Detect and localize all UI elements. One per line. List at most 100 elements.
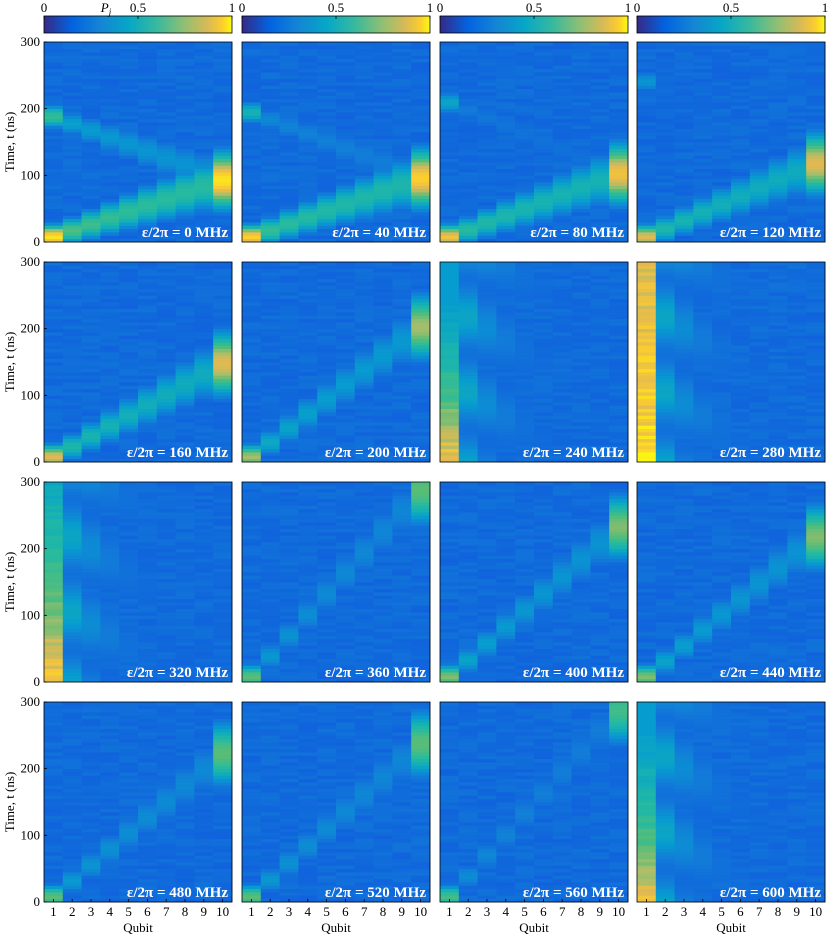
heatmap-cell [138, 335, 158, 340]
heatmap-cell [552, 105, 572, 110]
heatmap-cell [317, 432, 337, 436]
heatmap-cell [637, 78, 657, 83]
heatmap-cell [552, 65, 572, 70]
heatmap-cell [655, 168, 675, 173]
heatmap-cell [298, 205, 318, 210]
heatmap-cell [100, 145, 120, 150]
heatmap-cell [411, 178, 431, 183]
heatmap-cell [440, 365, 460, 370]
heatmap-cell [119, 195, 139, 200]
heatmap-cell [100, 412, 120, 416]
heatmap-cell [590, 432, 610, 436]
heatmap-cell [242, 235, 262, 240]
heatmap-cell [119, 415, 139, 420]
heatmap-cell [552, 362, 572, 366]
heatmap-cell [298, 165, 318, 170]
heatmap-cell [440, 115, 460, 120]
heatmap-cell [496, 152, 516, 156]
heatmap-cell [693, 205, 713, 210]
heatmap-cell [260, 232, 280, 236]
heatmap-cell [260, 425, 280, 430]
heatmap-cell [458, 138, 478, 143]
heatmap-cell [768, 288, 788, 293]
heatmap-cell [260, 72, 280, 76]
heatmap-cell [693, 362, 713, 366]
heatmap-cell [156, 62, 176, 66]
heatmap-cell [440, 262, 460, 266]
heatmap-cell [242, 112, 262, 116]
heatmap-cell [731, 315, 751, 320]
heatmap-cell [590, 42, 610, 46]
heatmap-cell [100, 365, 120, 370]
heatmap-cell [138, 212, 158, 216]
heatmap-cell [81, 138, 101, 143]
heatmap-cell [534, 382, 554, 386]
heatmap-cell [637, 335, 657, 340]
y-tick-label: 300 [21, 254, 41, 269]
heatmap-cell [138, 82, 158, 86]
y-axis-label: Time, t (ns) [2, 112, 17, 173]
heatmap-cell [477, 268, 497, 273]
heatmap-cell [571, 395, 591, 400]
heatmap-cell [156, 432, 176, 436]
heatmap-cell [213, 62, 233, 66]
heatmap-cell [100, 455, 120, 460]
heatmap-cell [44, 75, 64, 80]
heatmap-cell [712, 58, 732, 63]
heatmap-cell [806, 318, 826, 323]
heatmap-cell [260, 138, 280, 143]
heatmap-cell [458, 115, 478, 120]
heatmap-cell [440, 428, 460, 433]
heatmap-cell [674, 385, 694, 390]
heatmap-cell [693, 318, 713, 323]
heatmap-cell [496, 435, 516, 440]
heatmap-cell [637, 55, 657, 60]
heatmap-cell [609, 112, 629, 116]
heatmap-cell [62, 115, 82, 120]
heatmap-cell [100, 48, 120, 53]
heatmap-cell [62, 55, 82, 60]
heatmap-cell [440, 265, 460, 270]
heatmap-cell [637, 392, 657, 396]
heatmap-cell [336, 268, 356, 273]
heatmap-cell [590, 285, 610, 290]
heatmap-cell [637, 262, 657, 266]
heatmap-cell [119, 142, 139, 146]
heatmap-cell [787, 232, 807, 236]
heatmap-cell [373, 375, 393, 380]
heatmap-cell [731, 345, 751, 350]
heatmap-cell [194, 155, 214, 160]
heatmap-cell [44, 365, 64, 370]
heatmap-cell [373, 322, 393, 326]
heatmap-cell [62, 672, 82, 676]
heatmap-cell [749, 172, 769, 176]
heatmap-cell [44, 605, 64, 610]
heatmap-cell [571, 82, 591, 86]
heatmap-cell [317, 385, 337, 390]
heatmap-cell [411, 362, 431, 366]
heatmap-cell [787, 268, 807, 273]
heatmap-cell [609, 62, 629, 66]
heatmap-cell [787, 228, 807, 233]
heatmap-cell [279, 162, 299, 166]
heatmap-cell [749, 435, 769, 440]
heatmap-cell [44, 148, 64, 153]
heatmap-cell [213, 148, 233, 153]
heatmap-cell [119, 275, 139, 280]
heatmap-cell [411, 375, 431, 380]
heatmap-cell [637, 308, 657, 313]
heatmap-cell [655, 368, 675, 373]
heatmap-cell [590, 58, 610, 63]
heatmap-cell [768, 458, 788, 463]
heatmap-cell [317, 72, 337, 76]
heatmap-cell [44, 108, 64, 113]
heatmap-cell [373, 158, 393, 163]
heatmap-cell [477, 308, 497, 313]
heatmap-cell [458, 398, 478, 403]
heatmap-cell [571, 208, 591, 213]
heatmap-cell [637, 235, 657, 240]
heatmap-cell [44, 552, 64, 556]
heatmap-cell [590, 132, 610, 136]
heatmap-cell [655, 72, 675, 76]
heatmap-cell [571, 75, 591, 80]
